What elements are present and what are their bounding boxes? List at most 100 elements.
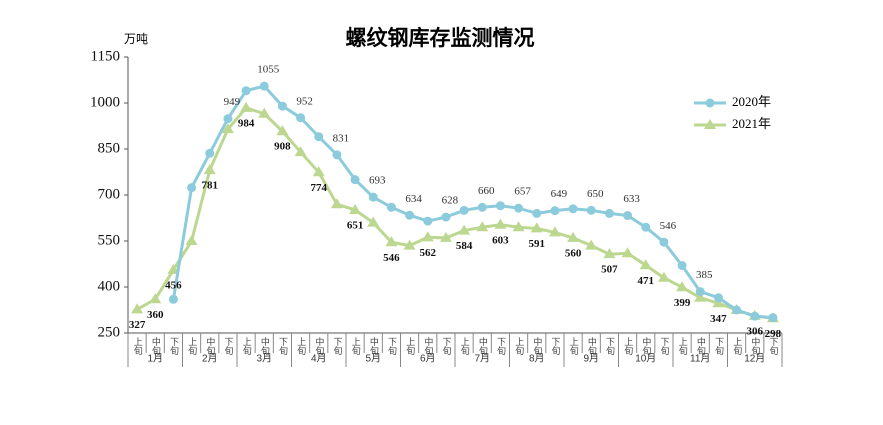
value-label: 949: [224, 96, 241, 108]
month-label: 3月: [256, 353, 272, 365]
x-tick-label: 下旬: [442, 337, 452, 356]
x-tick-label: 下旬: [714, 337, 724, 356]
value-label: 633: [623, 193, 640, 205]
x-tick-label: 上旬: [678, 337, 688, 356]
point: [223, 114, 233, 124]
point: [259, 81, 269, 91]
month-label: 7月: [474, 353, 490, 365]
point: [423, 216, 433, 226]
point: [314, 132, 324, 142]
value-label: 603: [492, 234, 509, 246]
point: [258, 107, 271, 118]
point: [276, 125, 289, 136]
point: [713, 293, 723, 303]
point: [514, 203, 524, 213]
point: [676, 281, 689, 292]
point: [368, 192, 378, 202]
month-label: 12月: [744, 353, 765, 365]
point: [641, 222, 651, 232]
point: [659, 237, 669, 247]
x-tick-label: 上旬: [569, 337, 579, 356]
point: [458, 224, 471, 235]
x-tick-label: 中旬: [696, 336, 706, 356]
point: [530, 222, 543, 233]
month-label: 4月: [311, 353, 327, 365]
month-label: 9月: [583, 353, 599, 365]
point: [604, 208, 614, 218]
point: [512, 221, 525, 232]
point: [623, 211, 633, 221]
y-axis-label: 万吨: [124, 32, 148, 46]
point: [405, 210, 415, 220]
point: [495, 201, 505, 211]
value-label: 591: [529, 238, 546, 250]
point: [548, 226, 561, 237]
value-label: 347: [710, 313, 727, 325]
point: [705, 98, 715, 108]
value-label: 471: [638, 275, 655, 287]
point: [694, 291, 707, 302]
y-tick-label: 550: [98, 232, 121, 248]
point: [294, 146, 307, 157]
value-label: 984: [238, 117, 255, 129]
y-tick-label: 700: [98, 186, 121, 202]
point: [330, 198, 343, 209]
x-tick-label: 上旬: [187, 337, 197, 356]
x-tick-label: 上旬: [405, 337, 415, 356]
point: [603, 248, 616, 259]
x-tick-label: 下旬: [224, 337, 234, 356]
y-tick-label: 1000: [90, 94, 120, 110]
value-label: 1055: [257, 64, 280, 76]
y-tick-label: 850: [98, 140, 121, 156]
value-label: 657: [514, 186, 531, 198]
point: [312, 166, 325, 177]
value-label: 952: [296, 95, 313, 107]
legend-label: 2021年: [732, 116, 771, 131]
value-label: 781: [202, 180, 219, 192]
point: [695, 287, 705, 297]
value-label: 385: [696, 269, 713, 281]
x-tick-label: 上旬: [296, 337, 306, 356]
x-tick-label: 下旬: [605, 337, 615, 356]
point: [131, 303, 144, 314]
x-tick-label: 下旬: [769, 337, 779, 356]
value-label: 306: [747, 325, 764, 337]
value-label: 546: [660, 220, 677, 232]
x-tick-label: 下旬: [496, 337, 506, 356]
x-tick-label: 中旬: [750, 336, 760, 356]
point: [476, 221, 489, 232]
point: [477, 202, 487, 212]
legend-label: 2020年: [732, 94, 771, 109]
x-tick-label: 上旬: [351, 337, 361, 356]
point: [203, 164, 216, 175]
x-tick-label: 中旬: [532, 336, 542, 356]
point: [586, 205, 596, 215]
x-tick-label: 上旬: [732, 337, 742, 356]
point: [241, 86, 251, 96]
point: [712, 297, 725, 308]
value-label: 650: [587, 188, 604, 200]
point: [585, 239, 598, 250]
point: [657, 271, 670, 282]
point: [277, 101, 287, 111]
point: [185, 235, 198, 245]
month-label: 8月: [529, 353, 545, 365]
point: [494, 218, 507, 229]
y-tick-label: 400: [98, 278, 121, 294]
value-label: 360: [147, 309, 164, 321]
value-label: 831: [333, 132, 350, 144]
x-tick-label: 中旬: [587, 336, 597, 356]
point: [168, 294, 178, 304]
point: [704, 119, 716, 129]
x-tick-label: 下旬: [387, 337, 397, 356]
point: [750, 311, 760, 321]
point: [167, 263, 180, 274]
x-tick-label: 中旬: [151, 336, 161, 356]
x-tick-label: 中旬: [314, 336, 324, 356]
x-tick-label: 下旬: [660, 337, 670, 356]
point: [221, 123, 234, 134]
month-label: 11月: [690, 353, 710, 365]
chart-title: 螺纹钢库存监测情况: [346, 26, 535, 50]
value-label: 660: [478, 185, 495, 197]
value-label: 327: [129, 319, 146, 331]
